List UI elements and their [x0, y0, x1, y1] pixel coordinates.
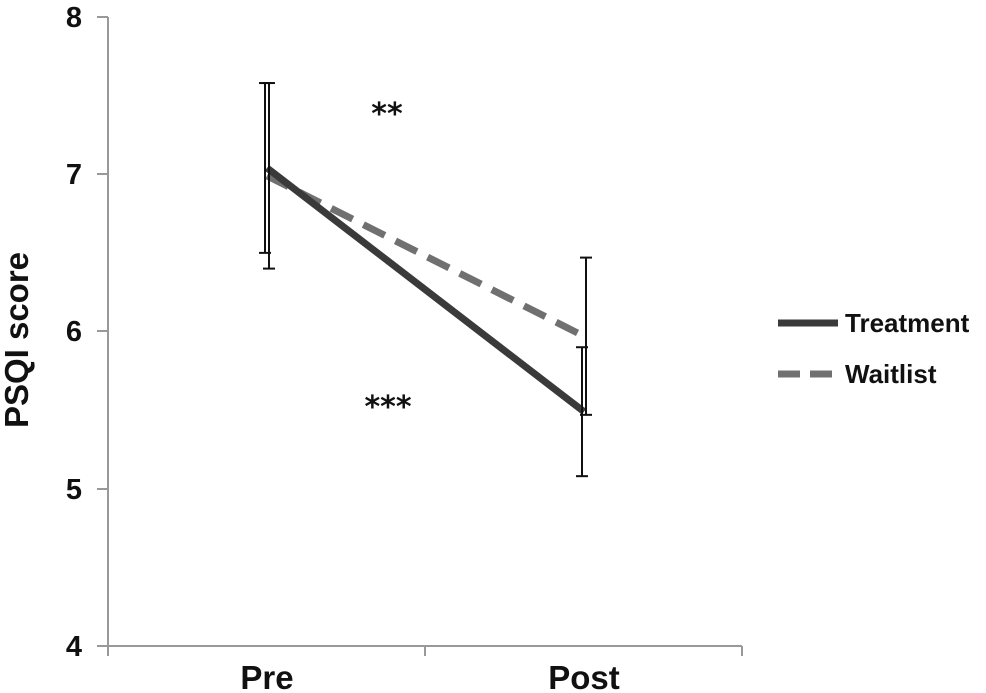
y-axis: 8 7 6 5 4 PSQI score [0, 2, 109, 663]
error-bar-waitlist-pre [263, 82, 275, 270]
y-tick-label: 8 [66, 2, 82, 34]
y-tick-label: 5 [66, 474, 82, 506]
significance-annotation-bottom: *** [364, 390, 411, 425]
legend: Treatment Waitlist [778, 308, 970, 389]
y-tick-label: 4 [66, 631, 82, 663]
y-axis-title: PSQI score [0, 252, 35, 428]
legend-label-treatment: Treatment [845, 308, 970, 338]
series-layer [259, 82, 592, 478]
error-bar-waitlist-post [580, 256, 592, 416]
legend-label-waitlist: Waitlist [845, 359, 937, 389]
x-category-label-post: Post [548, 659, 620, 693]
significance-annotation-top: ** [371, 97, 403, 132]
y-tick-label: 7 [66, 159, 82, 191]
annotations: ** *** [364, 97, 411, 425]
x-category-label-pre: Pre [240, 659, 293, 693]
x-axis: Pre Post [107, 645, 743, 693]
series-line-waitlist [265, 172, 586, 340]
y-tick-label: 6 [66, 316, 82, 348]
series-line-treatment [264, 165, 587, 415]
